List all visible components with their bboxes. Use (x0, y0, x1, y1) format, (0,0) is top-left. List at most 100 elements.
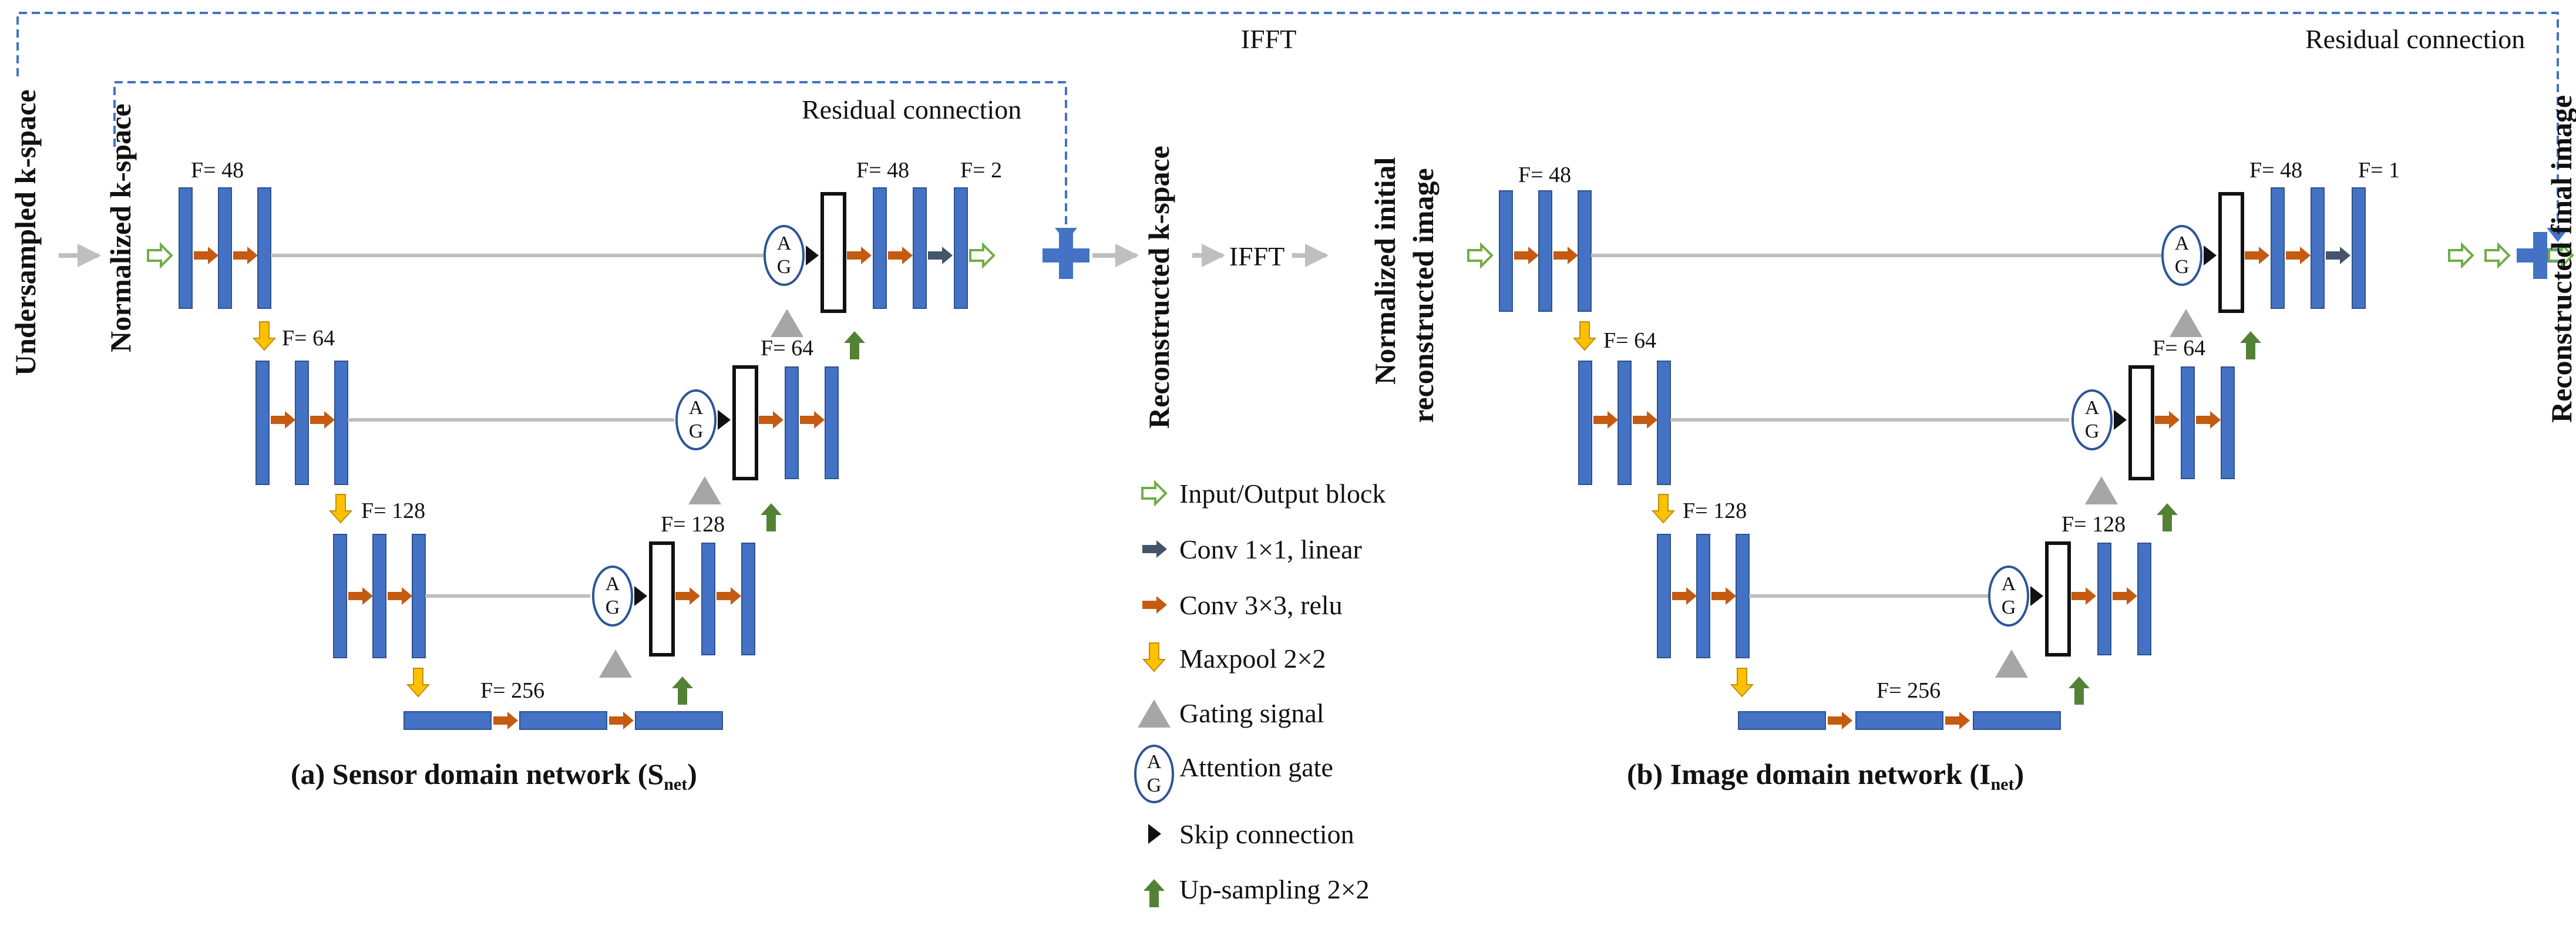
image-dec2-block-b (2221, 366, 2235, 479)
image-f64-label: F= 64 (1603, 328, 1656, 353)
sensor-bottleneck-block-b (519, 711, 607, 730)
legend: Input/Output block Conv 1×1, linear Conv… (1134, 479, 1385, 907)
sensor-up-f64-label: F= 64 (761, 336, 813, 361)
sensor-dec3-conv3-a (675, 587, 700, 605)
svg-text:G: G (2002, 597, 2016, 618)
legend-io-label: Input/Output block (1179, 479, 1385, 509)
undersampled-kspace-label: Undersampled k-space (9, 89, 42, 376)
sensor-enc3-block-a (333, 534, 347, 658)
legend-conv3-label: Conv 3×3, relu (1179, 590, 1343, 620)
sensor-residual-label: Residual connection (802, 95, 1021, 124)
sensor-dec2-conv3-a (759, 411, 783, 429)
svg-text:G: G (777, 256, 792, 278)
svg-text:A: A (1147, 751, 1162, 773)
sensor-enc1-conv3-a (194, 247, 218, 264)
sensor-dec1-conv3-a (847, 247, 872, 264)
svg-text:A: A (2175, 233, 2190, 254)
sensor-skip-tri-1 (806, 245, 819, 265)
image-bottleneck-conv3-a (1828, 712, 1852, 729)
legend-conv1-label: Conv 1×1, linear (1179, 534, 1362, 564)
image-dec1-block-b (2311, 187, 2325, 309)
sensor-up1-arrow (844, 331, 865, 359)
sensor-enc2-conv3-b (310, 411, 335, 429)
legend-pool-icon (1143, 642, 1165, 672)
image-enc3-conv3-b (1711, 587, 1736, 605)
sensor-dec2-block-b (825, 366, 839, 479)
sensor-gate1 (771, 309, 803, 337)
image-enc1-conv3-a (1514, 247, 1539, 264)
svg-text:A: A (777, 233, 792, 254)
image-f1-label: F= 1 (2358, 158, 2400, 183)
sensor-bottleneck-block-c (635, 711, 723, 730)
sensor-residual-dashed-line (113, 81, 1067, 232)
image-input-io-arrow (1467, 244, 1493, 267)
sensor-network: F= 48 F= 64 F= 128 F= 256 A (147, 158, 1139, 730)
image-up1-arrow (2240, 331, 2261, 359)
image-enc3-block-b (1696, 534, 1710, 658)
sensor-enc1-block-c (257, 187, 271, 309)
svg-text:A: A (689, 397, 704, 419)
image-f128-label: F= 128 (1683, 499, 1747, 523)
sensor-enc3-conv3-b (388, 587, 412, 605)
image-attention-gate-2: A G (2071, 389, 2113, 450)
ifft-mid-label: IFFT (1229, 241, 1285, 271)
image-skip-tri-2 (2114, 410, 2127, 430)
sensor-enc3-block-b (372, 534, 386, 658)
image-pool2-arrow (1652, 494, 1674, 523)
sensor-dec2-conv3-b (800, 411, 825, 429)
image-dec3-conv3-b (2113, 587, 2137, 605)
sensor-concat1-block (820, 192, 846, 313)
sensor-residual-plus (1042, 232, 1089, 279)
image-dec3-block-a (2097, 543, 2111, 655)
svg-text:A: A (606, 573, 620, 595)
image-pool1-arrow (1573, 321, 1596, 351)
sensor-attention-gate-3: A G (592, 566, 633, 627)
image-out-block (2352, 187, 2366, 309)
image-dec2-conv3-a (2155, 411, 2180, 429)
sensor-output-io-arrow (969, 244, 995, 267)
image-caption: (b) Image domain network (Inet) (1627, 758, 2024, 794)
image-up2-arrow (2157, 503, 2178, 531)
sensor-bottleneck-conv3-a (493, 712, 518, 729)
normalized-kspace-label: Normalized k-space (104, 103, 137, 352)
sensor-skip-tri-3 (634, 586, 647, 606)
svg-text:A: A (2002, 573, 2016, 595)
image-network: F= 48 F= 64 F= 128 F= 256 A (1467, 158, 2574, 730)
svg-text:G: G (2175, 256, 2190, 278)
image-enc1-block-c (1578, 190, 1592, 312)
sensor-dec3-block-a (701, 543, 715, 655)
image-enc2-conv3-a (1593, 411, 1618, 429)
image-bottleneck-block-a (1738, 711, 1826, 730)
sensor-enc1-block-b (218, 187, 232, 309)
image-f256-label: F= 256 (1876, 678, 1941, 703)
svg-text:G: G (2085, 420, 2100, 442)
image-enc1-conv3-b (1553, 247, 1578, 264)
image-concat2-block (2128, 365, 2154, 480)
sensor-pool3-arrow (407, 668, 429, 697)
image-bottleneck-conv3-b (1945, 712, 1970, 729)
sensor-gate2 (688, 476, 721, 504)
image-residual-plus (2517, 232, 2564, 279)
image-skip-tri-3 (2030, 586, 2043, 606)
image-f48-label: F= 48 (1518, 163, 1571, 187)
legend-pool-label: Maxpool 2×2 (1179, 644, 1326, 674)
sensor-gate3 (599, 649, 632, 678)
image-enc2-block-c (1657, 361, 1671, 485)
image-gate1 (2170, 309, 2202, 337)
svg-text:G: G (606, 597, 620, 618)
sensor-enc3-block-c (412, 534, 426, 658)
sensor-enc1-block-a (179, 187, 193, 309)
legend-skip-label: Skip connection (1179, 819, 1354, 849)
ifft-global-dashed-arrowhead (2547, 228, 2569, 242)
sensor-up2-arrow (761, 503, 782, 531)
sensor-input-io-arrow (147, 244, 173, 267)
svg-text:G: G (689, 420, 704, 442)
sensor-enc2-conv3-a (271, 411, 295, 429)
sensor-dec3-conv3-b (717, 587, 741, 605)
reconstructed-kspace-label: Reconstructed k-space (1142, 146, 1175, 429)
image-enc2-block-b (1617, 361, 1632, 485)
image-dec3-conv3-a (2071, 587, 2096, 605)
image-dec2-conv3-b (2196, 411, 2221, 429)
image-up3-arrow (2069, 676, 2090, 705)
